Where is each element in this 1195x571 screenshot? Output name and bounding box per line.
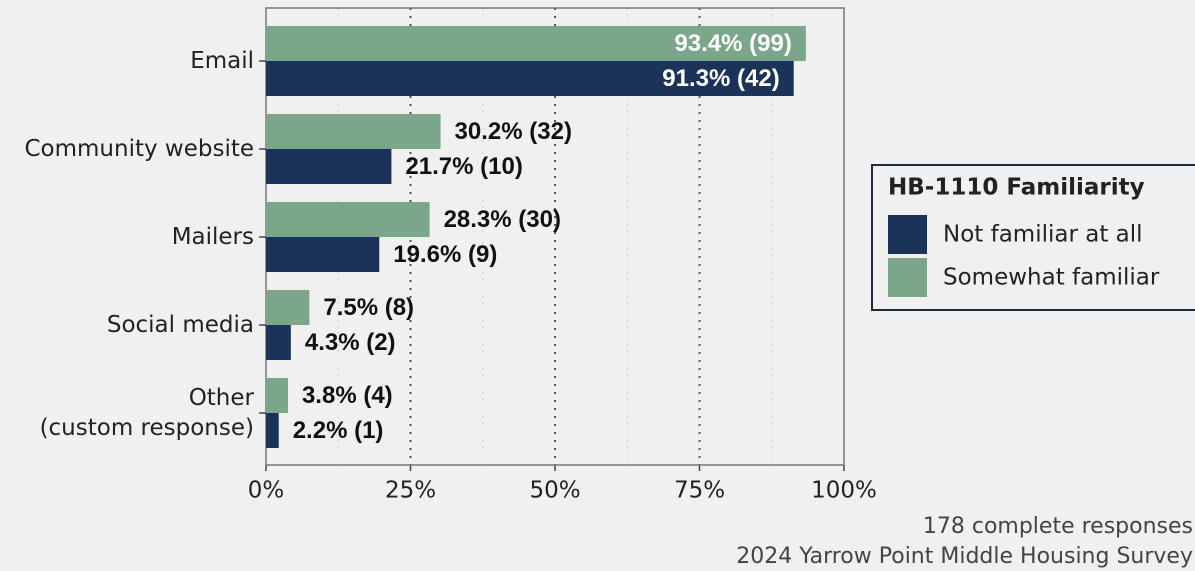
legend-swatch	[888, 215, 927, 254]
bar	[266, 237, 380, 272]
y-tick-label: Community website	[24, 136, 254, 162]
x-tick-label: 0%	[248, 478, 285, 504]
legend-swatch	[888, 258, 927, 297]
bar	[266, 149, 392, 184]
bar	[266, 114, 441, 149]
bar	[266, 290, 310, 325]
y-tick-label: Social media	[106, 312, 254, 338]
y-tick-label: Other (custom response)	[39, 385, 254, 441]
legend-label: Somewhat familiar	[943, 265, 1160, 291]
value-label: 30.2% (32)	[455, 118, 572, 145]
value-label: 28.3% (30)	[444, 206, 561, 233]
value-label: 93.4% (99)	[674, 30, 791, 57]
x-tick-label: 50%	[529, 478, 580, 504]
value-label: 19.6% (9)	[393, 241, 497, 268]
caption: 2024 Yarrow Point Middle Housing Survey	[736, 544, 1193, 569]
value-label: 2.2% (1)	[293, 417, 384, 444]
value-label: 3.8% (4)	[302, 382, 393, 409]
value-label: 21.7% (10)	[405, 153, 522, 180]
value-label: 7.5% (8)	[323, 294, 414, 321]
legend-label: Not familiar at all	[943, 222, 1143, 248]
y-tick-label: Mailers	[171, 224, 254, 250]
value-label: 4.3% (2)	[305, 329, 396, 356]
bar	[266, 325, 291, 360]
bar	[266, 378, 288, 413]
caption: 178 complete responses	[923, 514, 1193, 539]
bar	[266, 202, 430, 237]
legend-title: HB-1110 Familiarity	[888, 175, 1145, 201]
bar	[266, 61, 794, 96]
x-tick-label: 100%	[811, 478, 877, 504]
y-tick-label: Email	[190, 48, 254, 74]
x-tick-label: 75%	[674, 478, 725, 504]
value-label: 91.3% (42)	[662, 65, 779, 92]
bar	[266, 26, 806, 61]
x-tick-label: 25%	[385, 478, 436, 504]
bar	[266, 413, 279, 448]
